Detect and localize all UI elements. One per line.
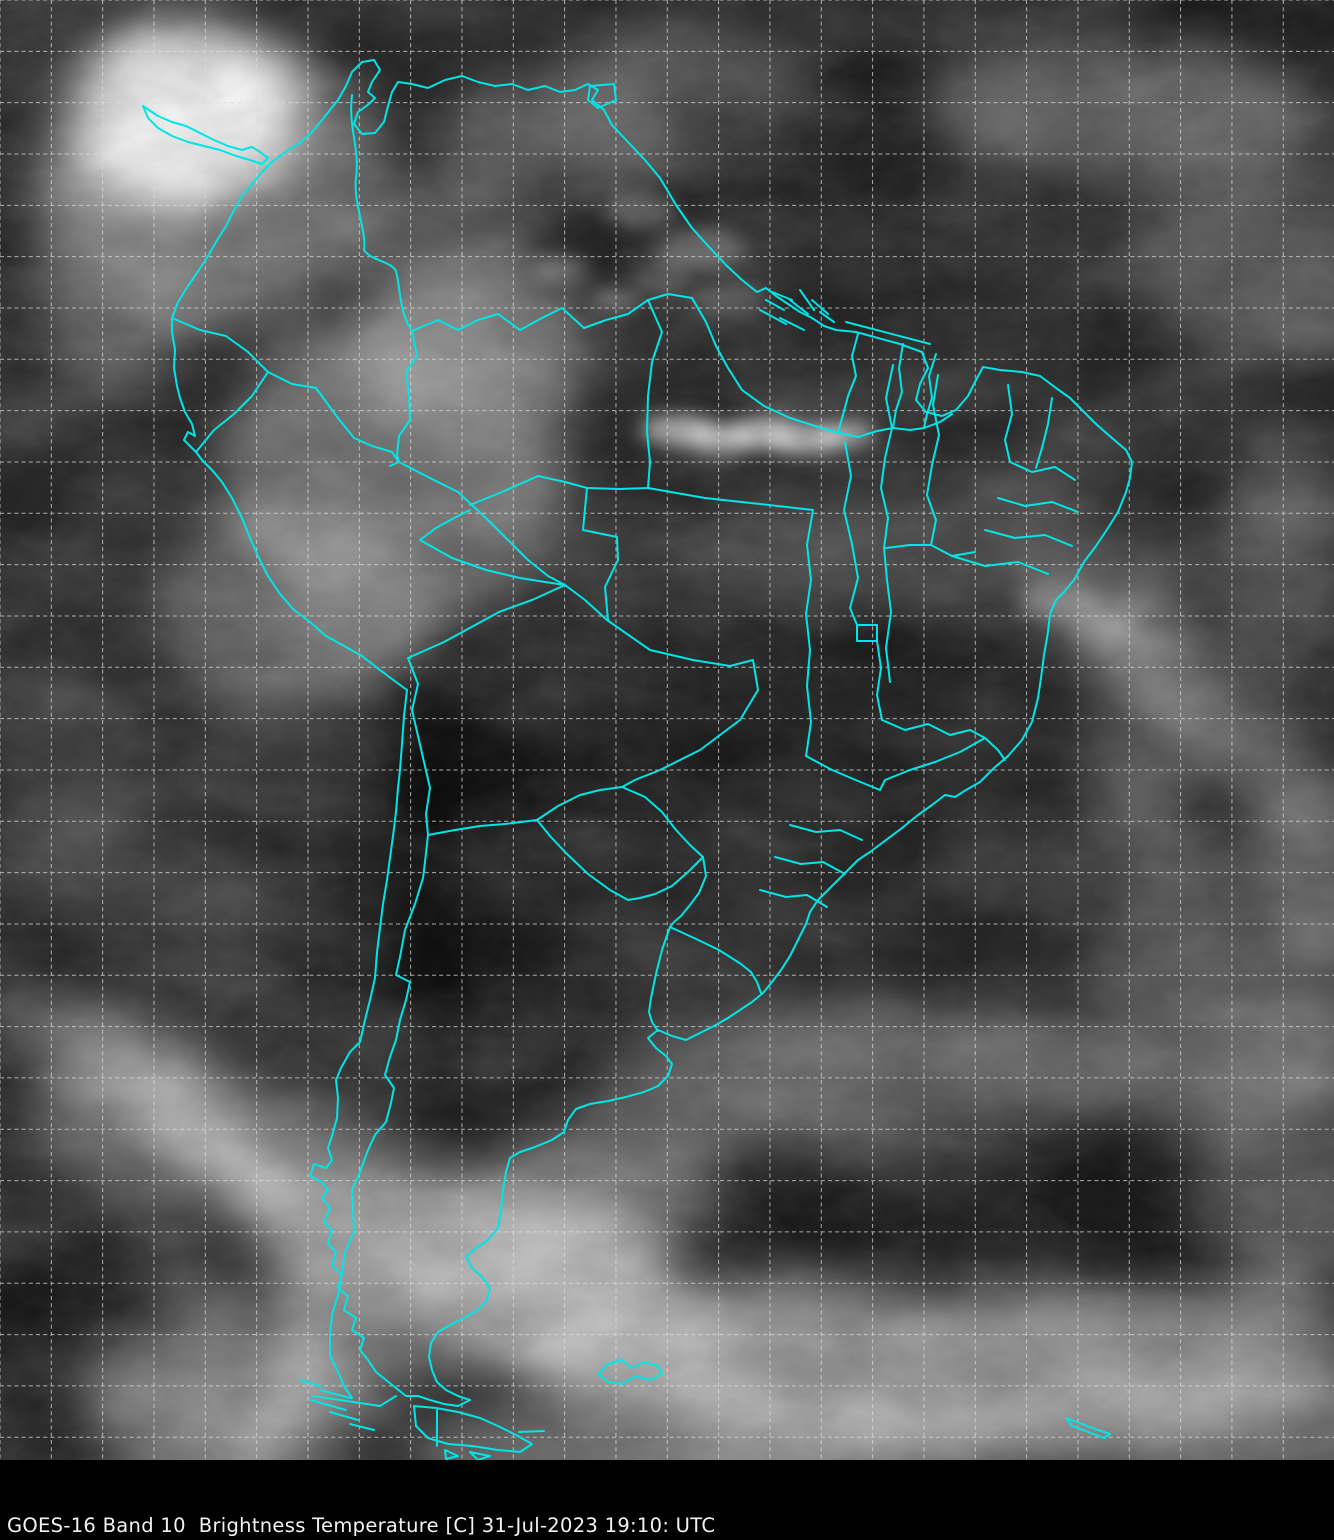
border-overlay [142,59,1133,1460]
caption-text: GOES-16 Band 10 Brightness Temperature [… [7,1514,716,1537]
country-borders [171,94,953,1399]
graticule [0,0,1334,1460]
caption-bar: GOES-16 Band 10 Brightness Temperature [… [0,1460,1334,1540]
coastline [142,59,1133,1460]
satellite-map [0,0,1334,1460]
state-borders [469,299,1079,908]
cloud-layer [0,0,1334,1460]
satellite-map-svg [0,0,1334,1460]
